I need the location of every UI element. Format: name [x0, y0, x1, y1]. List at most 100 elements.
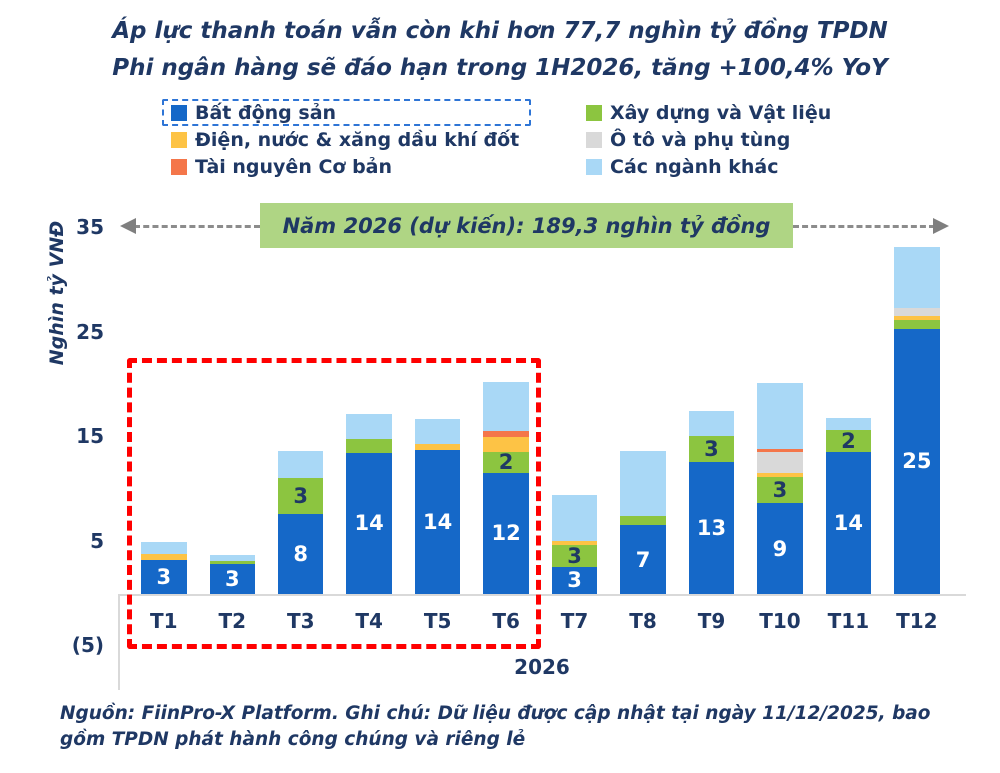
- bar-segment-bat-ong-san-t8: 7: [620, 525, 666, 594]
- bar-segment-cac-nganh-khac-t8: [620, 450, 666, 516]
- bar-segment-xay-dung-va-vat-lieu-t11: 2: [825, 428, 872, 453]
- legend-swatch-icon: [586, 131, 602, 148]
- x-axis-label-t1: T1: [150, 609, 178, 633]
- legend-column-left: Bất động sản Điện, nước & xăng dầu khí đố…: [162, 99, 532, 180]
- y-axis-line: [118, 594, 120, 690]
- legend-item-cac-nganh-khac[interactable]: Các ngành khác: [577, 153, 843, 180]
- x-axis-group-label: 2026: [514, 655, 570, 679]
- bar-segment-label: 13: [696, 516, 727, 541]
- x-axis-line: [118, 594, 966, 596]
- bar-segment-xay-dung-va-vat-lieu-t8: [620, 515, 666, 526]
- x-axis-label-t4: T4: [355, 609, 383, 633]
- bar-segment-cac-nganh-khac-t3: [277, 450, 324, 478]
- legend-item-bat-ong-san[interactable]: Bất động sản: [162, 99, 532, 126]
- bar-segment-ien-nuoc-xang-dau-khi-ot-t12: [894, 316, 940, 321]
- annotation-banner: Năm 2026 (dự kiến): 189,3 nghìn tỷ đồng: [260, 203, 793, 248]
- bar-segment-label: 3: [293, 483, 309, 508]
- bar-segment-tai-nguyen-co-ban-t10: [757, 448, 803, 452]
- bar-segment-bat-ong-san-t3: 8: [277, 513, 324, 594]
- source-note: Nguồn: FiinPro-X Platform. Ghi chú: Dữ l…: [60, 703, 931, 750]
- bar-segment-xay-dung-va-vat-lieu-t6: 2: [483, 450, 529, 475]
- x-axis-label-t7: T7: [560, 609, 589, 633]
- bar-segment-xay-dung-va-vat-lieu-t4: [346, 439, 392, 453]
- bar-segment-label: 7: [635, 547, 651, 572]
- y-axis-tick--5: (5): [71, 633, 104, 658]
- bar-segment-tai-nguyen-co-ban-t6: [483, 430, 529, 438]
- bar-segment-cac-nganh-khac-t4: [346, 414, 392, 440]
- legend-swatch-icon: [171, 131, 187, 148]
- bar-segment-bat-ong-san-t1: 3: [141, 559, 187, 594]
- bar-segment-xay-dung-va-vat-lieu-t3: 3: [277, 478, 324, 514]
- bar-segment-label: 25: [902, 449, 932, 474]
- legend-swatch-icon: [586, 158, 602, 175]
- bar-segment-xay-dung-va-vat-lieu-t9: 3: [688, 436, 735, 463]
- chart-title-line1: Áp lực thanh toán vẫn còn khi hơn 77,7 n…: [112, 18, 888, 44]
- y-axis-tick-5: 5: [90, 528, 104, 553]
- bar-segment-label: 9: [772, 536, 788, 561]
- x-axis-label-t11: T11: [827, 609, 870, 633]
- bar-segment-ien-nuoc-xang-dau-khi-ot-t6: [483, 437, 529, 452]
- bar-segment-cac-nganh-khac-t1: [141, 541, 187, 555]
- bar-segment-cac-nganh-khac-t5: [414, 419, 461, 444]
- bar-segment-label: 2: [498, 450, 514, 475]
- bar-segment-label: 3: [224, 566, 240, 591]
- y-axis-tick-15: 15: [76, 424, 104, 449]
- legend-item-label: Tài nguyên Cơ bản: [195, 155, 393, 178]
- x-axis-label-t3: T3: [286, 609, 315, 633]
- bar-segment-xay-dung-va-vat-lieu-t7: 3: [551, 543, 598, 568]
- legend-item-label: Xây dựng và Vật liệu: [610, 101, 832, 124]
- y-axis-tick-35: 35: [76, 215, 104, 240]
- bar-segment-label: 14: [423, 509, 453, 534]
- bar-segment-cac-nganh-khac-t9: [688, 411, 735, 437]
- legend-item-ien-nuoc-xang-dau-khi-ot[interactable]: Điện, nước & xăng dầu khí đốt: [162, 126, 531, 153]
- bar-segment-label: 12: [491, 521, 521, 546]
- bar-segment-cac-nganh-khac-t2: [209, 555, 255, 561]
- bar-segment-cac-nganh-khac-t10: [757, 382, 803, 449]
- bar-segment-bat-ong-san-t2: 3: [209, 563, 255, 594]
- bar-segment-label: 2: [841, 428, 856, 453]
- chart-title: Áp lực thanh toán vẫn còn khi hơn 77,7 n…: [0, 13, 1000, 87]
- bar-segment-bat-ong-san-t11: 14: [825, 451, 872, 594]
- bar-segment-label: 3: [156, 564, 172, 589]
- bar-segment-label: 14: [354, 511, 384, 536]
- y-axis-title: Nghìn tỷ VNĐ: [46, 220, 68, 366]
- bar-segment-bat-ong-san-t9: 13: [688, 462, 735, 594]
- bar-segment-bat-ong-san-t10: 9: [757, 503, 803, 594]
- y-axis-tick-25: 25: [76, 319, 104, 344]
- bar-segment-cac-nganh-khac-t12: [894, 247, 940, 308]
- bar-segment-label: 3: [772, 478, 788, 503]
- bar-segment-cac-nganh-khac-t7: [551, 494, 598, 541]
- bar-segment-label: 3: [567, 568, 582, 593]
- legend-item-xay-dung-va-vat-lieu[interactable]: Xây dựng và Vật liệu: [577, 99, 843, 126]
- legend-swatch-icon: [171, 104, 187, 121]
- dashed-arrow-line-right: [793, 225, 935, 228]
- bar-segment-label: 3: [704, 437, 719, 462]
- legend-column-right: Xây dựng và Vật liệu Ô tô và phụ tùng Các …: [577, 99, 843, 180]
- chart-title-line2: Phi ngân hàng sẽ đáo hạn trong 1H2026, t…: [112, 55, 888, 81]
- annotation-banner-text: Năm 2026 (dự kiến): 189,3 nghìn tỷ đồng: [282, 213, 771, 238]
- arrow-left-icon: [120, 218, 136, 234]
- bar-segment-ien-nuoc-xang-dau-khi-ot-t10: [757, 472, 803, 477]
- bar-segment-label: 14: [833, 510, 863, 535]
- legend-swatch-icon: [586, 104, 602, 121]
- legend-item-tai-nguyen-co-ban[interactable]: Tài nguyên Cơ bản: [162, 153, 531, 180]
- highlight-rectangle-1h2026: [127, 358, 541, 649]
- bar-segment-bat-ong-san-t12: 25: [894, 328, 940, 594]
- legend-item-label: Ô tô và phụ tùng: [610, 128, 791, 151]
- dashed-arrow-line-left: [134, 225, 260, 228]
- bar-segment-label: 3: [567, 543, 582, 568]
- x-axis-label-t12: T12: [896, 609, 938, 633]
- x-axis-label-t6: T6: [492, 609, 520, 633]
- bar-segment-bat-ong-san-t5: 14: [414, 449, 461, 594]
- bar-segment-ien-nuoc-xang-dau-khi-ot-t5: [414, 443, 461, 450]
- legend-item-o-to-va-phu-tung[interactable]: Ô tô và phụ tùng: [577, 126, 843, 153]
- bar-segment-xay-dung-va-vat-lieu-t2: [209, 560, 255, 564]
- legend-item-label: Các ngành khác: [610, 155, 779, 178]
- bar-segment-o-to-va-phu-tung-t12: [894, 307, 940, 317]
- bar-segment-bat-ong-san-t6: 12: [483, 472, 529, 594]
- bar-segment-xay-dung-va-vat-lieu-t10: 3: [757, 476, 803, 504]
- x-axis-label-t5: T5: [423, 609, 452, 633]
- legend-swatch-icon: [171, 158, 187, 175]
- bar-segment-cac-nganh-khac-t11: [825, 418, 872, 430]
